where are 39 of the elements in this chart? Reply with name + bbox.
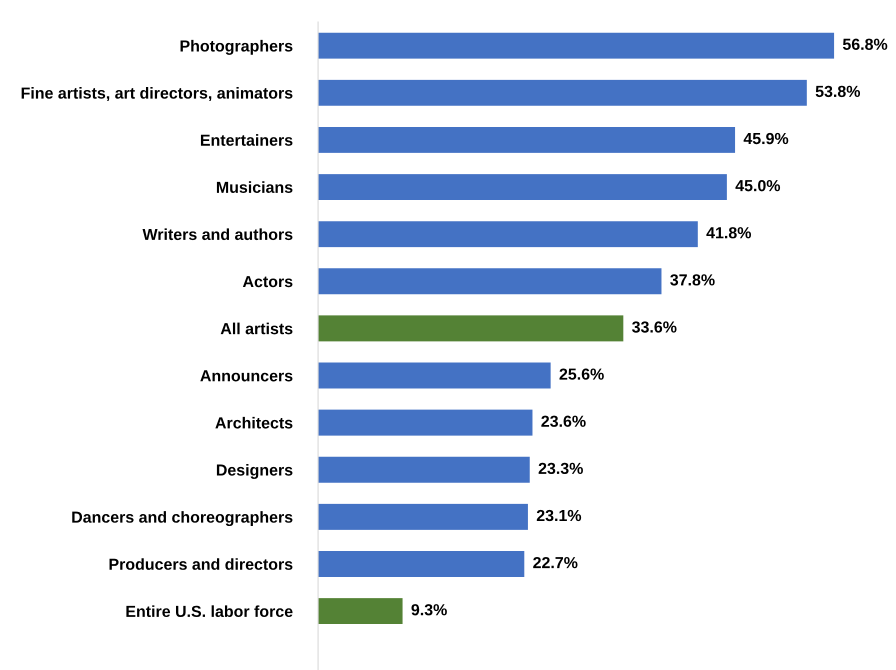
bar	[318, 410, 532, 436]
y-tick-label: Announcers	[200, 370, 292, 382]
data-label: 23.6%	[541, 416, 586, 427]
data-label: 41.8%	[706, 227, 752, 238]
data-label: 9.3%	[411, 604, 447, 616]
data-label: 33.6%	[632, 321, 677, 333]
y-tick-label: All artists	[220, 322, 292, 334]
bar	[318, 456, 530, 483]
data-label: 56.8%	[842, 38, 888, 50]
bar	[318, 362, 551, 388]
bar	[318, 551, 524, 577]
bar	[318, 598, 403, 624]
data-label: 37.8%	[670, 274, 715, 286]
y-tick-label: Entire U.S. labor force	[126, 605, 293, 618]
y-tick-label: Musicians	[216, 181, 292, 193]
bar	[318, 315, 624, 342]
y-tick-label: Writers and authors	[142, 228, 292, 240]
data-label: 45.9%	[744, 132, 788, 144]
y-tick-label: Dancers and choreographers	[72, 511, 292, 526]
data-label: 22.7%	[533, 556, 578, 568]
data-label: 45.0%	[735, 180, 780, 192]
bar	[318, 80, 807, 106]
y-tick-label: Fine artists, art directors, animators	[22, 87, 292, 102]
bar	[318, 504, 528, 530]
bar	[318, 126, 736, 153]
y-tick-label: Actors	[242, 276, 292, 288]
data-label: 25.6%	[560, 368, 604, 380]
bar	[318, 32, 834, 59]
bar	[318, 174, 727, 200]
y-tick-label: Producers and directors	[110, 558, 292, 570]
data-label: 23.3%	[538, 462, 583, 474]
y-tick-label: Photographers	[180, 40, 292, 55]
data-label: 53.8%	[816, 86, 860, 98]
y-tick-label: Entertainers	[200, 134, 292, 146]
y-tick-label: Architects	[215, 416, 292, 429]
bar	[318, 221, 698, 248]
data-label: 23.1%	[536, 510, 582, 522]
y-tick-label: Designers	[216, 464, 292, 479]
bar	[318, 268, 662, 294]
